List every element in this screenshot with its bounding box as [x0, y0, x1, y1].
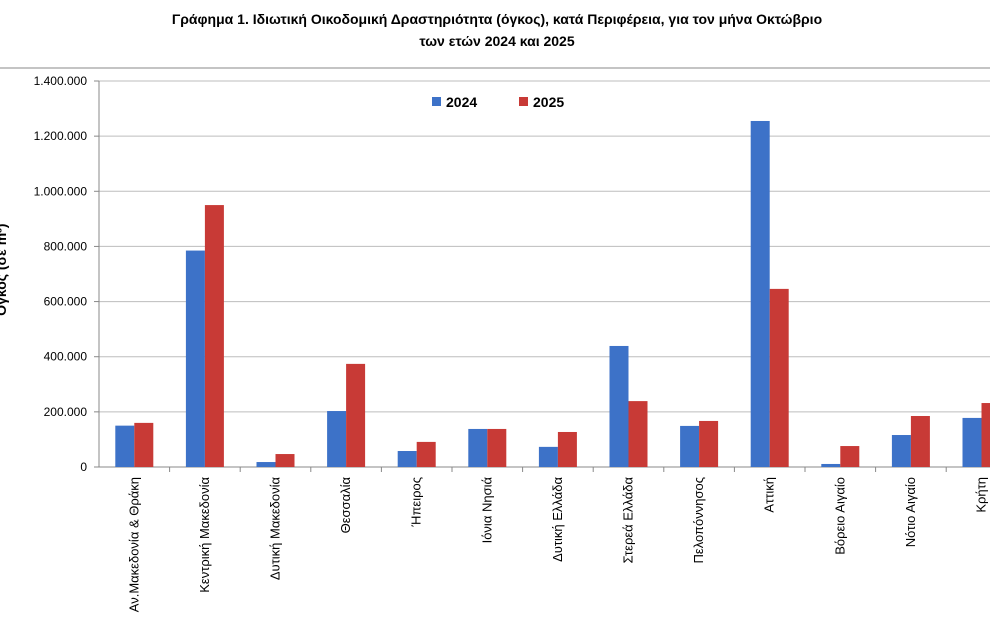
bar: [134, 422, 154, 467]
bar: [910, 415, 930, 467]
x-tick-label: Στερεά Ελλάδα: [621, 477, 636, 564]
x-tick-label: Ιόνια Νησιά: [479, 477, 494, 544]
bar: [487, 428, 507, 467]
bar: [256, 462, 276, 467]
bar: [750, 120, 770, 467]
x-tick-label: Βόρειο Αιγαίο: [832, 477, 847, 555]
legend-label: 2024: [446, 94, 477, 110]
bar: [204, 205, 224, 468]
x-tick-label: Πελοπόννησος: [691, 477, 706, 563]
chart-title: Γράφημα 1. Ιδιωτική Οικοδομική Δραστηριό…: [172, 11, 822, 27]
legend-swatch: [432, 97, 441, 106]
bar: [962, 417, 982, 467]
bar: [185, 250, 205, 467]
y-tick-label: 1.200.000: [34, 129, 88, 143]
y-tick-label: 800.000: [44, 239, 88, 253]
bar: [557, 431, 577, 467]
x-tick-label: Αν.Μακεδονία & Θράκη: [126, 477, 141, 612]
bar: [821, 463, 841, 467]
y-axis-label: Όγκος (σε m³): [0, 224, 9, 318]
bar: [769, 288, 789, 467]
x-tick-label: Δυτική Ελλάδα: [550, 477, 565, 562]
legend-swatch: [519, 97, 528, 106]
bar: [891, 435, 911, 467]
y-tick-label: 1.400.000: [34, 74, 88, 88]
y-tick-label: 200.000: [44, 405, 88, 419]
y-tick-label: 600.000: [44, 295, 88, 309]
y-tick-label: 400.000: [44, 350, 88, 364]
bar: [346, 363, 366, 467]
bar: [981, 403, 990, 467]
x-tick-label: Δυτική Μακεδονία: [268, 477, 283, 581]
bar: [468, 428, 488, 467]
y-tick-label: 1.000.000: [34, 184, 88, 198]
bar: [538, 446, 558, 467]
x-tick-label: Κρήτη: [974, 477, 989, 513]
x-tick-label: Θεσσαλία: [338, 477, 353, 534]
bar: [699, 420, 719, 467]
x-tick-label: Νότιο Αιγαίο: [903, 477, 918, 547]
bar: [680, 425, 700, 467]
bar: [609, 345, 629, 467]
x-tick-label: Κεντρική Μακεδονία: [197, 477, 212, 593]
x-tick-label: Ήπειρος: [409, 477, 424, 527]
y-tick-label: 0: [80, 460, 87, 474]
bar: [275, 454, 295, 467]
bar: [416, 441, 436, 467]
bar: [628, 401, 648, 467]
bar: [397, 451, 417, 467]
bar: [327, 411, 347, 467]
chart-subtitle: των ετών 2024 και 2025: [419, 33, 574, 49]
bar: [115, 425, 135, 467]
legend-label: 2025: [533, 94, 564, 110]
bar: [840, 446, 860, 467]
x-tick-label: Αττική: [762, 477, 777, 513]
